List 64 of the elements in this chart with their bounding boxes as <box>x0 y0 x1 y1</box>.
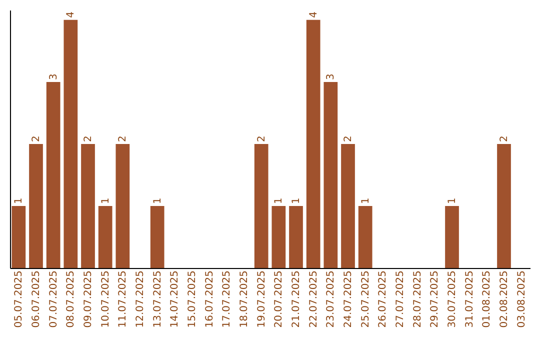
data-label: 2 <box>343 136 354 142</box>
data-label: 1 <box>447 198 458 204</box>
x-tick-label: 17.07.2025 <box>222 270 233 328</box>
bar <box>29 144 43 268</box>
x-tick-label: 25.07.2025 <box>360 270 372 328</box>
bar <box>445 206 459 268</box>
x-tick-label: 07.07.2025 <box>48 270 60 328</box>
data-label: 3 <box>326 74 337 80</box>
data-label: 1 <box>360 198 372 204</box>
x-tick-label: 26.07.2025 <box>378 270 389 328</box>
x-tick-label: 31.07.2025 <box>464 270 476 328</box>
x-tick-label: 20.07.2025 <box>274 270 285 328</box>
data-label: 1 <box>274 198 285 204</box>
x-tick-label: 03.08.2025 <box>516 270 528 328</box>
bar <box>497 144 511 268</box>
bar <box>81 144 95 268</box>
data-label: 1 <box>100 198 112 204</box>
data-label: 2 <box>256 136 268 142</box>
data-label: 2 <box>31 136 42 142</box>
x-tick-label: 14.07.2025 <box>170 270 181 328</box>
data-label: 1 <box>152 198 164 204</box>
x-tick-label: 16.07.2025 <box>204 270 216 328</box>
x-tick-label: 21.07.2025 <box>291 270 302 328</box>
x-tick-label: 19.07.2025 <box>256 270 268 328</box>
x-tick-label: 27.07.2025 <box>395 270 406 328</box>
data-label: 2 <box>83 136 94 142</box>
x-tick-label: 23.07.2025 <box>326 270 337 328</box>
x-tick-label: 12.07.2025 <box>135 270 146 328</box>
x-tick-label: 15.07.2025 <box>187 270 198 328</box>
x-tick-label: 28.07.2025 <box>412 270 424 328</box>
data-label: 2 <box>118 136 129 142</box>
x-tick-label: 18.07.2025 <box>239 270 250 328</box>
data-label: 4 <box>308 12 320 18</box>
x-tick-label: 05.07.2025 <box>14 270 25 328</box>
bar <box>306 20 320 268</box>
bar <box>12 206 26 268</box>
x-tick-label: 08.07.2025 <box>66 270 77 328</box>
x-tick-label: 02.08.2025 <box>499 270 510 328</box>
data-label: 1 <box>291 198 302 204</box>
x-tick-label: 01.08.2025 <box>482 270 493 328</box>
bar <box>358 206 372 268</box>
x-tick-label: 09.07.2025 <box>83 270 94 328</box>
bar <box>324 82 338 268</box>
data-label: 4 <box>66 12 77 18</box>
data-label: 3 <box>48 74 60 80</box>
bar <box>150 206 164 268</box>
x-tick-label: 29.07.2025 <box>430 270 441 328</box>
bar <box>341 144 355 268</box>
x-tick-label: 06.07.2025 <box>31 270 42 328</box>
x-tick-label: 30.07.2025 <box>447 270 458 328</box>
bar <box>254 144 268 268</box>
bar <box>64 20 78 268</box>
x-tick-label: 11.07.2025 <box>118 270 129 328</box>
bar <box>289 206 303 268</box>
bar <box>116 144 130 268</box>
bar <box>46 82 60 268</box>
bar <box>98 206 112 268</box>
x-tick-label: 13.07.2025 <box>152 270 164 328</box>
x-tick-label: 24.07.2025 <box>343 270 354 328</box>
x-tick-label: 10.07.2025 <box>100 270 112 328</box>
data-label: 1 <box>14 198 25 204</box>
data-label: 2 <box>499 136 510 142</box>
bar <box>272 206 286 268</box>
x-tick-label: 22.07.2025 <box>308 270 320 328</box>
